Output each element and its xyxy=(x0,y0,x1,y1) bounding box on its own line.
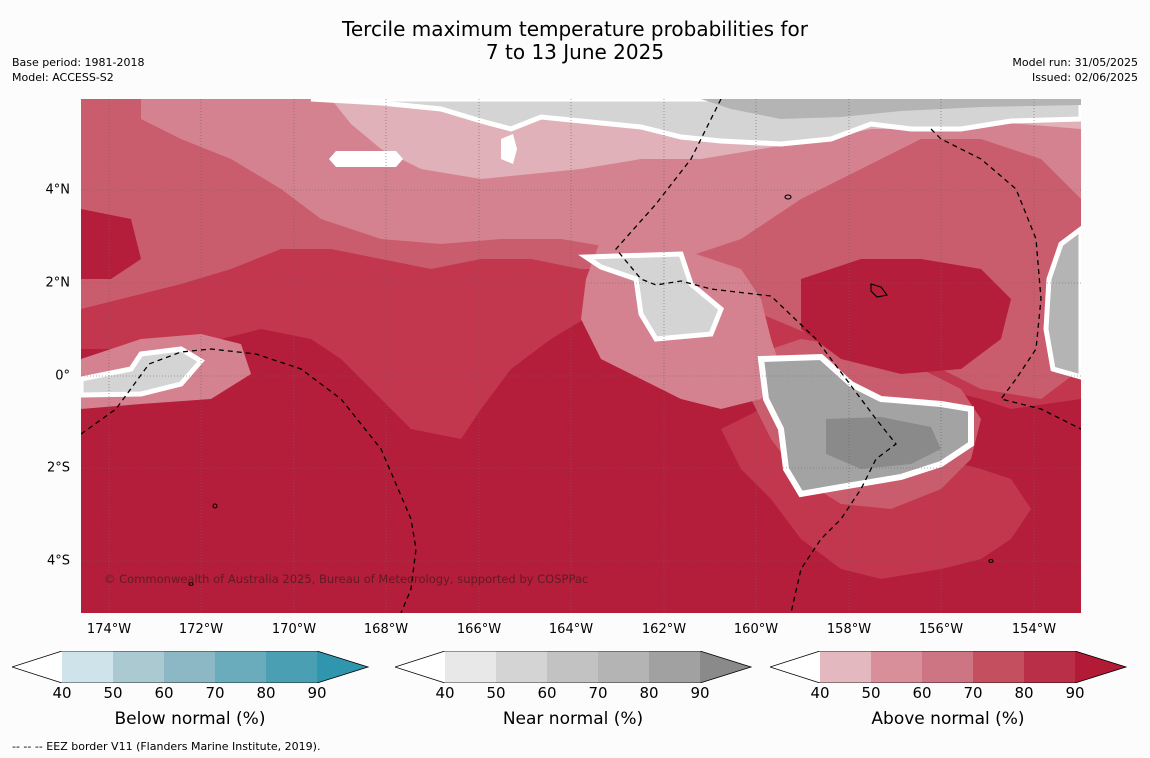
colorbar-above-normal xyxy=(770,651,1128,683)
near-normal-southeast-core xyxy=(826,417,941,469)
probability-map xyxy=(81,99,1081,613)
cbar-below-tick-40: 40 xyxy=(52,684,72,702)
near-normal-east-edge xyxy=(1043,225,1081,380)
cbar-below-4 xyxy=(215,651,266,683)
lon-label-168w: 168°W xyxy=(363,622,409,637)
title-line-2: 7 to 13 June 2025 xyxy=(485,40,665,64)
cbar-above-3 xyxy=(922,651,973,683)
cbar-below-3 xyxy=(164,651,215,683)
cbar-near-6 xyxy=(700,651,751,683)
near-normal-central xyxy=(578,251,724,342)
cbar-near-tick-70: 70 xyxy=(588,684,608,702)
cbar-above-1 xyxy=(820,651,871,683)
cbar-near-tick-90: 90 xyxy=(690,684,710,702)
cbar-below-tick-90: 90 xyxy=(307,684,327,702)
cbar-above-4 xyxy=(973,651,1024,683)
cbar-below-5 xyxy=(266,651,317,683)
lon-label-166w: 166°W xyxy=(456,622,502,637)
title-line-1: Tercile maximum temperature probabilitie… xyxy=(342,17,808,41)
lon-label-160w: 160°W xyxy=(733,622,779,637)
lat-label-2s: 2°S xyxy=(46,460,70,476)
lon-label-154w: 154°W xyxy=(1011,622,1057,637)
cbar-near-tick-80: 80 xyxy=(639,684,659,702)
cbar-below-6 xyxy=(317,651,368,683)
cbar-below-tick-70: 70 xyxy=(205,684,225,702)
model-text: Model: ACCESS-S2 xyxy=(12,71,114,84)
lat-label-0: 0° xyxy=(55,368,70,384)
lat-label-4s: 4°S xyxy=(46,553,70,569)
cbar-near-4 xyxy=(598,651,649,683)
cbar-near-title: Near normal (%) xyxy=(502,709,644,729)
cbar-above-tick-40: 40 xyxy=(810,684,830,702)
cbar-near-3 xyxy=(547,651,598,683)
base-period-text: Base period: 1981-2018 xyxy=(12,56,145,69)
lon-label-158w: 158°W xyxy=(826,622,872,637)
lon-label-170w: 170°W xyxy=(271,622,317,637)
cbar-below-title: Below normal (%) xyxy=(114,709,266,729)
cbar-near-0 xyxy=(395,651,445,683)
near-normal-north-dark xyxy=(701,99,1081,119)
white-hole-north-1 xyxy=(329,151,403,167)
lon-label-172w: 172°W xyxy=(178,622,224,637)
cbar-below-2 xyxy=(113,651,164,683)
cbar-near-1 xyxy=(445,651,496,683)
cbar-below-tick-50: 50 xyxy=(103,684,123,702)
meta-right: Model run: 31/05/2025 Issued: 02/06/2025 xyxy=(1012,55,1138,85)
lat-label-2n: 2°N xyxy=(45,275,71,291)
cbar-above-2 xyxy=(871,651,922,683)
cbar-near-tick-50: 50 xyxy=(486,684,506,702)
colorbar-near-normal xyxy=(395,651,753,683)
lon-label-162w: 162°W xyxy=(641,622,687,637)
cbar-above-6 xyxy=(1075,651,1126,683)
meta-left: Base period: 1981-2018 Model: ACCESS-S2 xyxy=(12,55,144,85)
cbar-below-tick-60: 60 xyxy=(154,684,174,702)
lat-label-4n: 4°N xyxy=(45,182,71,198)
map-frame: © Commonwealth of Australia 2025, Bureau… xyxy=(81,99,1081,613)
cbar-above-tick-80: 80 xyxy=(1014,684,1034,702)
lon-label-174w: 174°W xyxy=(86,622,132,637)
cbar-near-2 xyxy=(496,651,547,683)
cbar-above-title: Above normal (%) xyxy=(871,709,1025,729)
eez-footnote: -- -- -- EEZ border V11 (Flanders Marine… xyxy=(12,740,321,753)
above-normal-90-west-core xyxy=(81,209,141,279)
above-normal-90-east-core xyxy=(801,259,1011,374)
cbar-above-tick-70: 70 xyxy=(963,684,983,702)
cbar-above-0 xyxy=(770,651,820,683)
cbar-above-tick-50: 50 xyxy=(861,684,881,702)
cbar-below-0 xyxy=(12,651,62,683)
model-run-text: Model run: 31/05/2025 xyxy=(1012,56,1138,69)
colorbar-below-normal xyxy=(12,651,370,683)
issued-text: Issued: 02/06/2025 xyxy=(1031,71,1138,84)
lon-label-164w: 164°W xyxy=(548,622,594,637)
islands xyxy=(188,194,994,587)
cbar-near-tick-40: 40 xyxy=(435,684,455,702)
cbar-below-1 xyxy=(62,651,113,683)
copyright-notice: © Commonwealth of Australia 2025, Bureau… xyxy=(104,572,589,586)
cbar-above-5 xyxy=(1024,651,1075,683)
cbar-above-tick-60: 60 xyxy=(912,684,932,702)
white-hole-north-2 xyxy=(501,134,517,164)
cbar-near-tick-60: 60 xyxy=(537,684,557,702)
chart-title: Tercile maximum temperature probabilitie… xyxy=(0,18,1150,64)
eez-borders xyxy=(81,99,1081,613)
lon-label-156w: 156°W xyxy=(918,622,964,637)
cbar-above-tick-90: 90 xyxy=(1065,684,1085,702)
cbar-below-tick-80: 80 xyxy=(256,684,276,702)
cbar-near-5 xyxy=(649,651,700,683)
